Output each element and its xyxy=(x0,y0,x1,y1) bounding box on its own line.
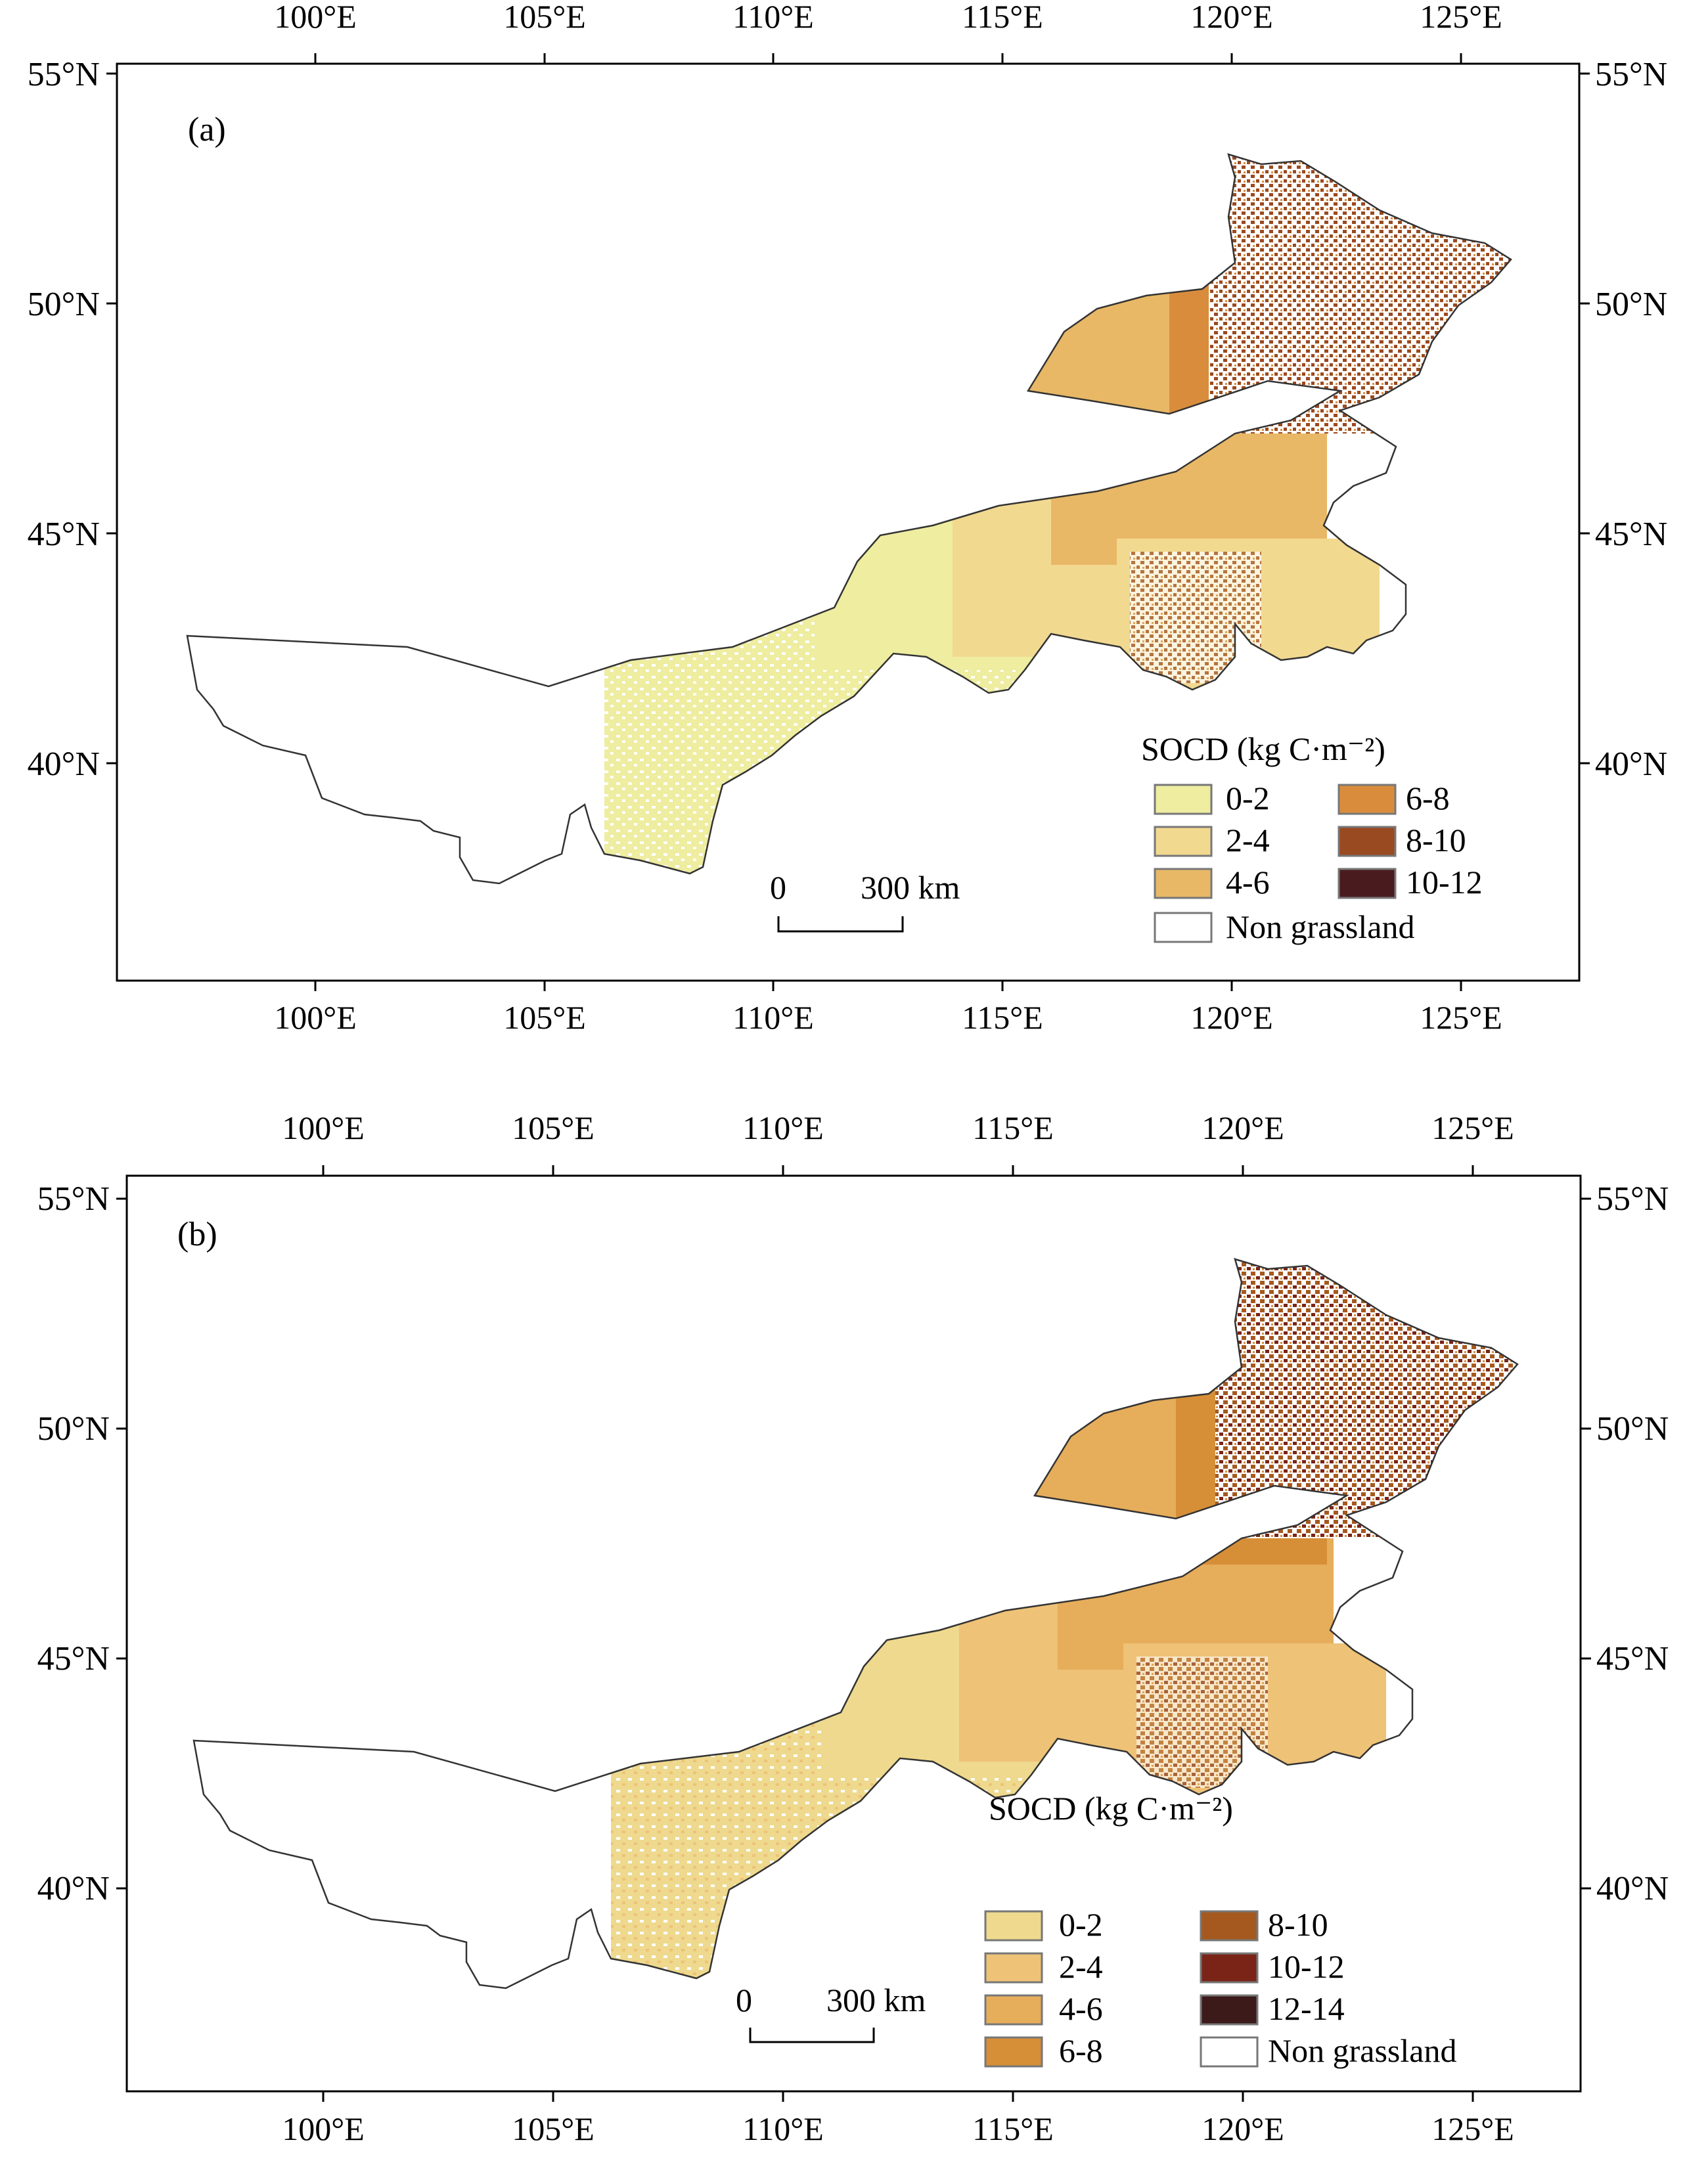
scale-bar-start: 0 xyxy=(770,869,786,906)
lat-left-label: 50°N xyxy=(37,1410,110,1448)
lon-top-label: 105°E xyxy=(512,1109,595,1146)
lon-top-label: 100°E xyxy=(282,1109,365,1146)
legend-label: 0-2 xyxy=(1226,780,1270,816)
lat-right-label: 40°N xyxy=(1596,1870,1669,1907)
panel-label: (a) xyxy=(188,111,226,148)
legend-title: SOCD (kg C·m⁻²) xyxy=(1141,730,1385,767)
legend-swatch xyxy=(1154,784,1213,815)
map-panel-a: 100°E 105°E 110°E 115°E 120°E 125°E 100°… xyxy=(0,0,1708,1078)
legend-label: 6-8 xyxy=(1406,780,1450,816)
map-panel-b: 100°E 105°E 110°E 115°E 120°E 125°E 100°… xyxy=(0,1078,1708,2157)
lat-right-label: 50°N xyxy=(1596,1410,1669,1448)
lon-top-label: 115°E xyxy=(962,0,1043,35)
lat-right-label: 55°N xyxy=(1596,1180,1669,1218)
scale-bar-a: 0 300 km xyxy=(770,869,960,933)
legend-label: 2-4 xyxy=(1059,1948,1103,1985)
lat-left-label: 45°N xyxy=(28,516,100,553)
lon-ticks-b xyxy=(322,1165,1474,2102)
legend-swatch xyxy=(1337,784,1397,815)
map-frame xyxy=(125,1174,1582,2093)
scale-bar-start: 0 xyxy=(736,1982,752,2018)
legend-swatch xyxy=(1337,826,1397,857)
lon-top-label: 110°E xyxy=(732,0,814,35)
lat-left-label: 45°N xyxy=(37,1640,110,1678)
legend-swatch xyxy=(984,1910,1043,1942)
lat-left-label: 55°N xyxy=(28,56,100,93)
legend-label: 12-14 xyxy=(1268,1990,1345,2027)
legend-swatch xyxy=(984,1952,1043,1984)
socd-raster-b xyxy=(194,1259,1517,1988)
map-figure-b: 100°E 105°E 110°E 115°E 120°E 125°E 100°… xyxy=(37,1109,1669,2147)
lat-right-label: 50°N xyxy=(1595,286,1667,323)
lon-bottom-label: 100°E xyxy=(274,999,357,1036)
map-figure-a: 100°E 105°E 110°E 115°E 120°E 125°E 100°… xyxy=(28,0,1668,1036)
legend-swatch xyxy=(1154,912,1213,943)
lat-right-label: 55°N xyxy=(1595,56,1667,93)
legend-label: 4-6 xyxy=(1059,1990,1103,2027)
legend-swatch xyxy=(984,2036,1043,2068)
lon-bottom-label: 110°E xyxy=(732,999,814,1036)
region-outline-b xyxy=(192,1258,1519,1990)
lon-bottom-label: 115°E xyxy=(962,999,1043,1036)
lat-left-label: 55°N xyxy=(37,1180,110,1218)
lon-bottom-label: 125°E xyxy=(1420,999,1502,1036)
lat-left-label: 50°N xyxy=(28,286,100,323)
lon-bottom-label: 120°E xyxy=(1190,999,1273,1036)
lat-right-label: 45°N xyxy=(1596,1640,1669,1678)
scale-bar-end: 300 km xyxy=(826,1982,926,2018)
lon-top-label: 115°E xyxy=(972,1109,1054,1146)
lon-top-label: 105°E xyxy=(503,0,586,35)
legend-label: 4-6 xyxy=(1226,864,1270,901)
lon-bottom-label: 100°E xyxy=(282,2110,365,2147)
legend-title: SOCD (kg C·m⁻²) xyxy=(989,1790,1233,1827)
lon-top-label: 100°E xyxy=(274,0,357,35)
legend-swatch xyxy=(1154,826,1213,857)
legend-label: 10-12 xyxy=(1406,864,1483,901)
legend-label: 10-12 xyxy=(1268,1948,1345,1985)
lon-bottom-label: 115°E xyxy=(972,2110,1054,2147)
lon-bottom-label: 120°E xyxy=(1202,2110,1284,2147)
legend-label: 8-10 xyxy=(1268,1906,1328,1943)
scale-bar-end: 300 km xyxy=(861,869,960,906)
lon-top-label: 120°E xyxy=(1190,0,1273,35)
legend-swatch xyxy=(1200,1994,1259,2026)
legend-swatch xyxy=(1200,1952,1259,1984)
lat-right-label: 40°N xyxy=(1595,745,1667,783)
scale-bar-b: 0 300 km xyxy=(736,1982,926,2043)
lon-top-label: 110°E xyxy=(742,1109,824,1146)
legend-label: Non grassland xyxy=(1268,2032,1456,2069)
legend-b: SOCD (kg C·m⁻²) 0-2 2-4 4-6 6-8 8-10 10-… xyxy=(984,1790,1456,2069)
lon-top-label: 120°E xyxy=(1202,1109,1284,1146)
region-outline-a xyxy=(186,153,1512,885)
lon-top-label: 125°E xyxy=(1420,0,1502,35)
legend-swatch xyxy=(1337,868,1397,899)
legend-label: Non grassland xyxy=(1226,908,1414,945)
lat-right-label: 45°N xyxy=(1595,516,1667,553)
legend-swatch xyxy=(984,1994,1043,2026)
lon-bottom-label: 110°E xyxy=(742,2110,824,2147)
lat-left-label: 40°N xyxy=(28,745,100,783)
map-frame xyxy=(116,62,1581,982)
legend-a: SOCD (kg C·m⁻²) 0-2 2-4 4-6 6-8 8-10 10-… xyxy=(1141,730,1483,945)
lon-bottom-label: 125°E xyxy=(1431,2110,1514,2147)
legend-swatch xyxy=(1200,2036,1259,2068)
lat-ticks-b xyxy=(116,1197,1591,1890)
lat-left-label: 40°N xyxy=(37,1870,110,1907)
panel-label: (b) xyxy=(177,1216,217,1253)
legend-swatch xyxy=(1200,1910,1259,1942)
lon-bottom-label: 105°E xyxy=(503,999,586,1036)
lat-ticks-a xyxy=(106,72,1590,765)
lon-top-label: 125°E xyxy=(1431,1109,1514,1146)
lon-ticks-a xyxy=(314,53,1462,991)
legend-label: 6-8 xyxy=(1059,2032,1103,2069)
legend-label: 2-4 xyxy=(1226,822,1270,858)
legend-label: 8-10 xyxy=(1406,822,1466,858)
legend-swatch xyxy=(1154,868,1213,899)
legend-label: 0-2 xyxy=(1059,1906,1103,1943)
lon-bottom-label: 105°E xyxy=(512,2110,595,2147)
